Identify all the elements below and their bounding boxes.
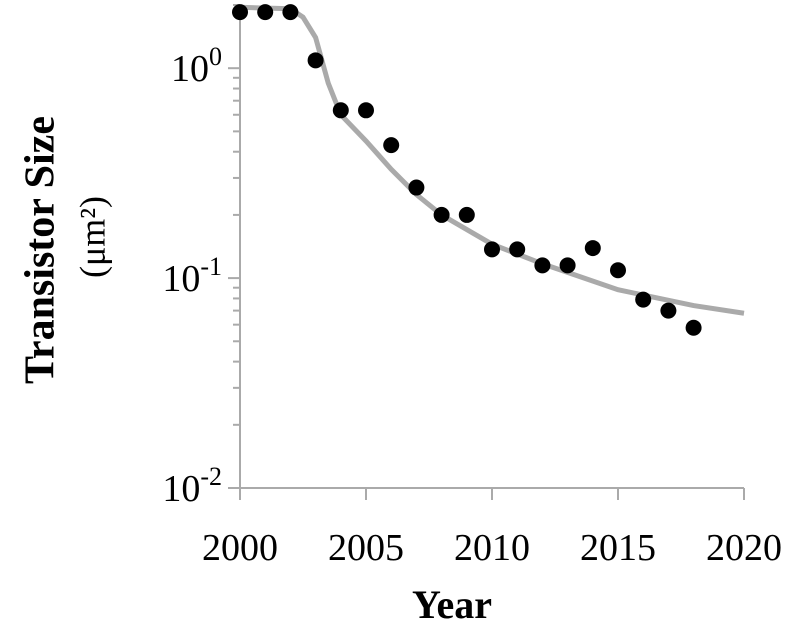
data-point	[458, 206, 475, 223]
y-axis-unit: (μm²)	[72, 196, 112, 278]
data-point	[232, 4, 248, 21]
data-point	[358, 102, 374, 119]
data-point	[383, 137, 400, 154]
y-tick-base: 10	[171, 48, 209, 90]
y-tick-label: 100	[171, 42, 222, 90]
x-tick-label: 2005	[328, 527, 404, 569]
y-tick-label: 10-1	[162, 252, 222, 300]
data-point	[408, 179, 425, 196]
data-point	[257, 4, 274, 21]
y-tick-base: 10	[162, 468, 200, 510]
data-point	[282, 4, 299, 21]
data-point	[484, 241, 500, 258]
y-axis-label: Transistor Size	[18, 116, 64, 384]
data-point	[584, 240, 601, 257]
data-point	[685, 319, 702, 336]
data-point	[307, 52, 324, 69]
data-point	[534, 257, 551, 274]
trend-line	[239, 4, 745, 316]
data-point	[635, 291, 652, 308]
x-tick-label: 2010	[454, 527, 530, 569]
data-point	[509, 241, 526, 258]
data-point	[610, 262, 626, 279]
x-tick-label: 2020	[706, 527, 782, 569]
y-tick-exponent: 0	[209, 42, 222, 71]
y-tick-exponent: -2	[200, 462, 222, 491]
data-point	[559, 257, 576, 274]
data-point	[332, 102, 349, 119]
data-point	[660, 302, 677, 319]
x-tick-label: 2000	[202, 527, 278, 569]
y-tick-exponent: -1	[200, 252, 222, 281]
y-tick-label: 10-2	[162, 462, 222, 510]
x-tick-label: 2015	[580, 527, 656, 569]
data-point	[433, 206, 450, 223]
x-axis-label: Year	[412, 582, 492, 627]
y-tick-base: 10	[162, 258, 200, 300]
